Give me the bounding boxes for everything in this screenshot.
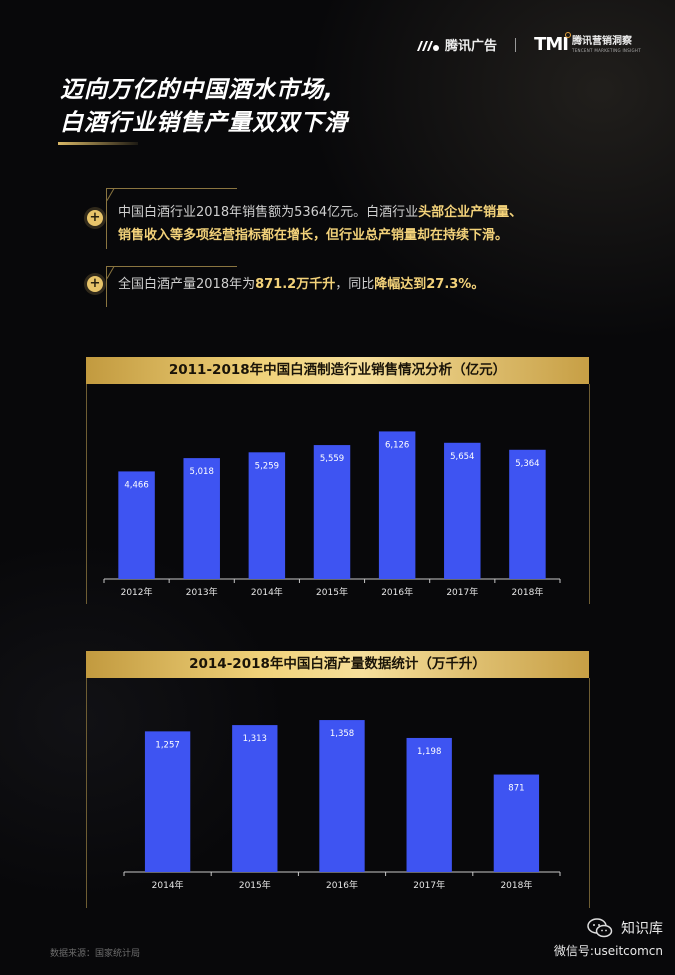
bar-value-label: 5,364 xyxy=(515,459,539,469)
wechat-icon xyxy=(587,918,613,938)
bar xyxy=(313,445,351,579)
tencent-ads-label: 腾讯广告 xyxy=(445,39,498,54)
bar xyxy=(319,720,365,872)
x-tick-label: 2016年 xyxy=(326,879,358,891)
x-tick-label: 2015年 xyxy=(316,586,348,598)
page-title-line2: 白酒行业销售产量双双下滑 xyxy=(60,110,348,136)
bar xyxy=(144,731,191,872)
bar-value-label: 5,259 xyxy=(255,461,279,471)
x-tick-label: 2016年 xyxy=(381,586,413,598)
logo-divider xyxy=(515,37,517,52)
plus-icon: + xyxy=(87,276,103,292)
x-tick-label: 2015年 xyxy=(239,879,271,891)
watermark-name: 知识库 xyxy=(621,921,663,937)
bar-value-label: 5,018 xyxy=(190,467,214,477)
title-underline xyxy=(58,142,138,145)
bar-value-label: 871 xyxy=(508,784,524,794)
x-tick-label: 2012年 xyxy=(121,586,153,598)
header-logos: 腾讯广告 TMI 腾讯营销洞察 TENCENT MARKETING INSIGH… xyxy=(416,32,641,55)
tencent-ads-mark-icon xyxy=(417,40,440,51)
x-tick-label: 2017年 xyxy=(446,586,478,598)
bar-value-label: 1,313 xyxy=(243,734,267,744)
tencent-ads-logo: 腾讯广告 xyxy=(416,35,497,54)
chart1-frame xyxy=(86,384,590,604)
bar-value-label: 5,654 xyxy=(450,452,474,462)
plus-icon: + xyxy=(87,210,103,226)
x-tick-label: 2014年 xyxy=(251,586,283,598)
note-frame-1 xyxy=(106,188,237,249)
chart1-title: 2011-2018年中国白酒制造行业销售情况分析（亿元） xyxy=(86,357,589,384)
tmi-dot-icon xyxy=(564,32,571,38)
bar xyxy=(444,442,481,579)
bar xyxy=(406,737,452,872)
bar xyxy=(118,471,155,579)
tmi-mark: TMI xyxy=(534,32,571,55)
bar-value-label: 1,198 xyxy=(417,747,441,757)
bar xyxy=(248,452,286,579)
note-1-line2: 销售收入等多项经营指标都在增长，但行业总产销量却在持续下滑。 xyxy=(118,228,509,243)
tmi-en-label: TENCENT MARKETING INSIGHT xyxy=(571,47,641,53)
watermark-id: 微信号:useitcomcn xyxy=(553,944,663,958)
bar xyxy=(183,458,220,579)
bar-value-label: 6,126 xyxy=(385,440,409,450)
tmi-logo: TMI 腾讯营销洞察 TENCENT MARKETING INSIGHT xyxy=(534,32,641,55)
bar-value-label: 1,358 xyxy=(330,729,354,739)
x-tick-label: 2017年 xyxy=(413,879,445,891)
bar-value-label: 5,559 xyxy=(320,454,344,464)
bar xyxy=(232,725,278,872)
note-2-line: 全国白酒产量2018年为871.2万千升，同比降幅达到27.3%。 xyxy=(118,277,485,292)
data-source: 数据来源：国家统计局 xyxy=(50,949,141,959)
tmi-cn-label: 腾讯营销洞察 xyxy=(571,35,632,47)
watermark: 知识库 微信号:useitcomcn xyxy=(554,918,663,959)
page-title-line1: 迈向万亿的中国酒水市场, xyxy=(60,77,334,103)
chart2-title: 2014-2018年中国白酒产量数据统计（万千升） xyxy=(86,651,589,678)
bar xyxy=(378,431,416,579)
page-title: 迈向万亿的中国酒水市场, 白酒行业销售产量双双下滑 xyxy=(60,74,348,140)
note-frame-2 xyxy=(106,266,237,307)
x-tick-label: 2018年 xyxy=(500,879,532,891)
bar xyxy=(493,774,540,872)
bar-value-label: 4,466 xyxy=(124,480,148,490)
chart2-frame xyxy=(86,678,590,908)
bar-value-label: 1,257 xyxy=(155,740,179,750)
bar xyxy=(509,449,546,579)
x-tick-label: 2018年 xyxy=(511,586,543,598)
x-tick-label: 2014年 xyxy=(152,879,184,891)
note-1-line1: 中国白酒行业2018年销售额为5364亿元。白酒行业头部企业产销量、 xyxy=(118,205,523,220)
x-tick-label: 2013年 xyxy=(186,586,218,598)
